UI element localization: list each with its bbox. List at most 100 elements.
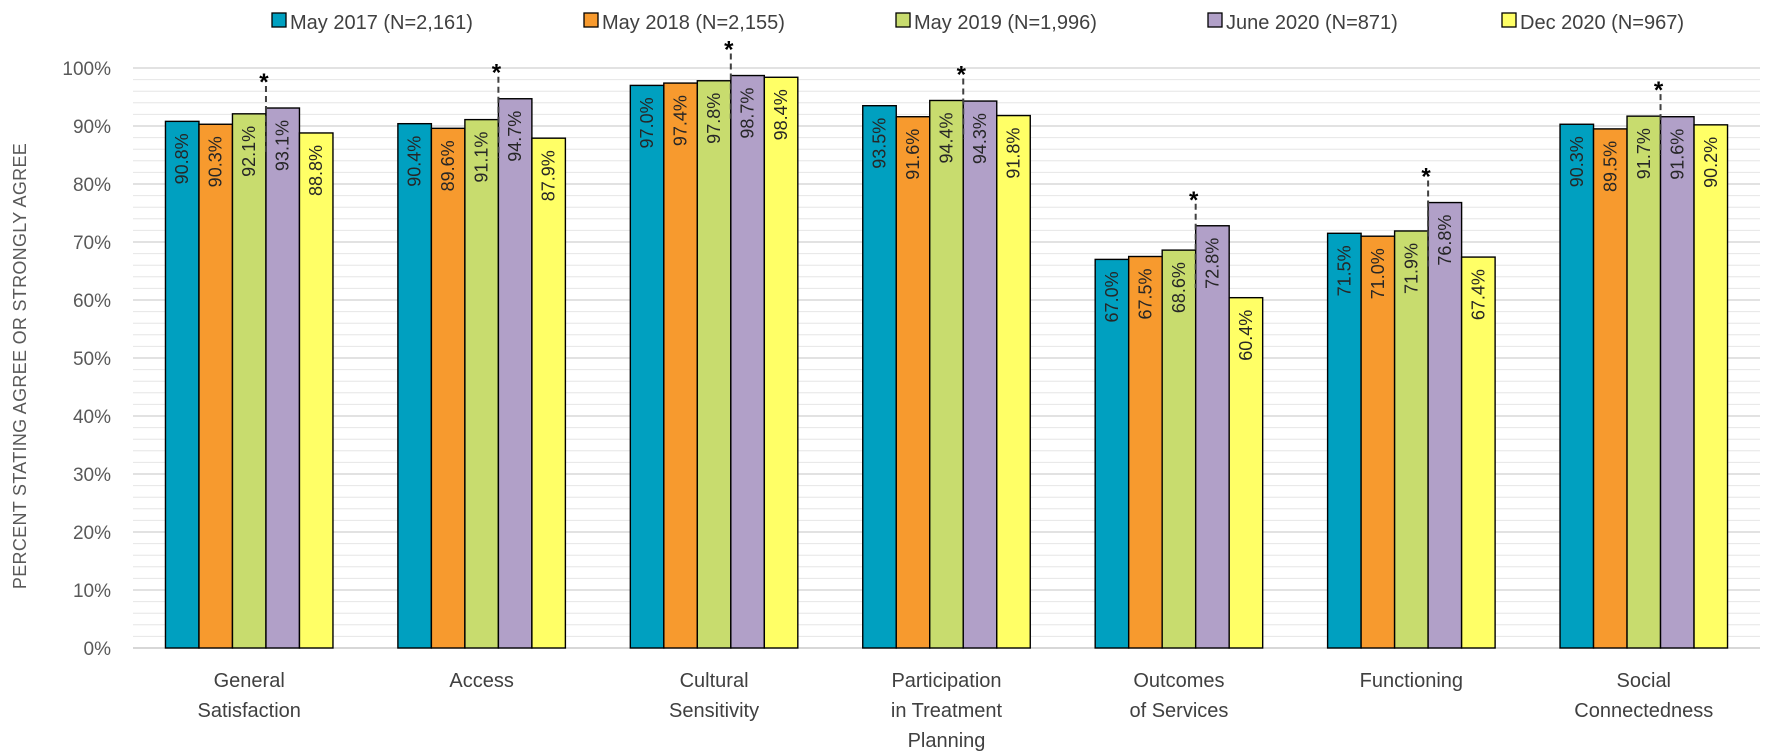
bar [1626,115,1662,649]
data-label: 90.2% [1701,137,1721,188]
bar [1693,124,1729,649]
significance-markers: * * * * * * * [259,37,1664,289]
x-tick-label: Functioning [1360,670,1463,692]
bar [1427,201,1463,649]
data-label: 91.6% [1667,129,1687,180]
bar [464,118,500,649]
bar [1460,256,1496,649]
legend-swatch [583,12,599,28]
y-tick-label: 10% [73,581,111,602]
x-tick-label: Satisfaction [198,700,301,722]
data-label: 92.1% [239,126,259,177]
data-label: 98.7% [738,88,758,139]
data-label: 90.3% [1567,136,1587,187]
bar [298,132,334,649]
data-label: 97.0% [637,97,657,148]
data-label: 98.4% [771,89,791,140]
y-tick-label: 50% [73,349,111,370]
x-tick-label: Access [449,670,513,692]
data-label: 67.4% [1468,269,1488,320]
legend-label: May 2017 (N=2,161) [290,12,473,34]
significance-asterisk: * [957,61,967,88]
bar [1393,230,1429,649]
x-tick-label: General [214,670,285,692]
bar [1094,258,1130,649]
significance-asterisk: * [1654,77,1664,104]
y-tick-label: 40% [73,407,111,428]
data-label: 97.4% [671,95,691,146]
data-label: 91.7% [1634,128,1654,179]
y-tick-label: 70% [73,233,111,254]
x-tick-label: Sensitivity [669,700,759,722]
x-tick-label: Cultural [680,670,749,692]
data-labels: 90.8% 90.3% 92.1% 93.1% 88.8% 90.4% 89.6% 91.1%… [172,88,1721,361]
x-tick-label: Social [1617,670,1671,692]
data-label: 87.9% [539,150,559,201]
legend-label: May 2018 (N=2,155) [602,12,785,34]
data-label: 97.8% [704,93,724,144]
legend-swatch [271,12,287,28]
legend-swatch [1501,12,1517,28]
bar [1127,255,1163,649]
bar [1228,296,1264,649]
bar [1592,128,1628,649]
legend-label: June 2020 (N=871) [1226,12,1398,34]
bar [265,107,301,649]
axes: 0% 10% 20% 30% 40% 50% 60% 70% 80% 90% 100% General… [62,59,1713,751]
data-label: 60.4% [1236,310,1256,361]
bars [164,74,1729,649]
y-tick-label: 100% [62,59,111,80]
x-tick-label: Planning [908,730,986,751]
bar [895,116,931,649]
x-tick-label: of Services [1129,700,1228,722]
bar [996,114,1031,649]
data-label: 67.0% [1102,271,1122,322]
y-tick-label: 30% [73,465,111,486]
legend-label: Dec 2020 (N=967) [1520,12,1684,34]
bar [629,84,665,649]
data-label: 91.1% [472,132,492,183]
data-label: 89.6% [438,140,458,191]
legend-swatch [895,12,911,28]
data-label: 88.8% [306,145,326,196]
x-tick-label: Connectedness [1574,700,1713,722]
bar [1161,249,1197,649]
data-label: 94.4% [937,112,957,163]
data-label: 71.9% [1401,243,1421,294]
bar [663,82,699,649]
data-label: 90.3% [206,136,226,187]
bar [1659,116,1695,649]
bar [763,76,799,649]
data-label: 91.8% [1004,128,1024,179]
data-label: 89.5% [1600,141,1620,192]
bar [164,120,200,649]
data-label: 72.8% [1202,238,1222,289]
y-tick-label: 0% [84,639,112,660]
data-label: 90.8% [172,133,192,184]
bar [531,137,567,649]
bar [1194,225,1230,649]
bar [1559,123,1595,649]
significance-asterisk: * [1421,164,1431,191]
bar [430,127,466,649]
data-label: 68.6% [1169,262,1189,313]
significance-asterisk: * [259,69,269,96]
legend-label: May 2019 (N=1,996) [914,12,1097,34]
y-axis-title: PERCENT STATING AGREE OR STRONGLY AGREE [10,143,30,589]
data-label: 71.0% [1368,248,1388,299]
significance-asterisk: * [724,37,734,64]
significance-asterisk: * [492,60,502,87]
data-label: 76.8% [1435,215,1455,266]
bar [198,123,234,649]
x-tick-label: in Treatment [891,700,1003,722]
bar [497,98,533,649]
bar [730,74,766,649]
x-tick-label: Outcomes [1133,670,1224,692]
data-label: 93.1% [273,120,293,171]
data-label: 67.5% [1135,269,1155,320]
bar [862,104,897,649]
legend: May 2017 (N=2,161) May 2018 (N=2,155) May … [271,12,1684,34]
data-label: 93.5% [870,118,890,169]
bar [1360,235,1396,649]
